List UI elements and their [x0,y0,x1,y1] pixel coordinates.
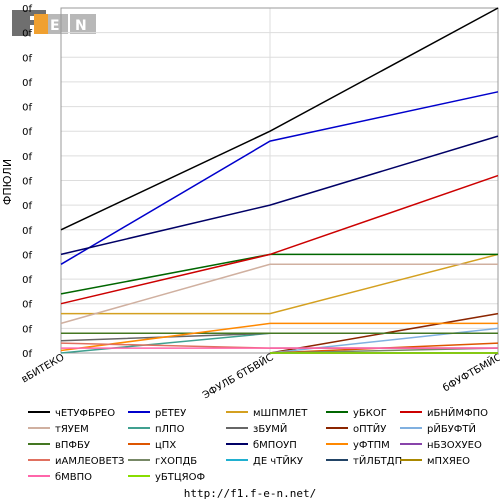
series-line [269,327,499,354]
y-tick-label: 0f [22,300,32,311]
footer-url: http://f1.f-e-n.net/ [184,487,316,500]
legend-label: иАМЛЕОВЕТЗ [55,456,124,467]
series-line [60,322,498,352]
series-line [61,253,499,315]
legend-label: тЙЛБТДП [353,454,402,467]
legend-label: иБНЙМФПО [427,406,488,419]
legend-label: мПХЯЕО [427,456,470,467]
legend-label: рЙБУФТЙ [427,422,476,435]
legend-label: бМПОУП [253,440,297,451]
y-axis-ticks: 0f 0f 0f 0f 0f 0f 0f 0f 0f 0f 0f 0f 0f 0f 0f [22,4,32,360]
series-line [60,174,499,305]
f1en-logo: E N [4,6,96,38]
y-tick-label: 0f [22,226,32,237]
legend-label: нБЗОХУЕО [427,440,482,451]
y-axis-title: ФПЮЛИ [1,159,14,205]
legend-label: уБТЦЯОФ [155,472,205,483]
y-tick-label: 0f [22,78,32,89]
series-line [60,263,498,325]
y-tick-label: 0f [22,4,32,15]
legend-label: мШПМЛЕТ [253,408,308,419]
y-tick-label: 0f [22,152,32,163]
legend-label: уФТПМ [353,440,390,451]
y-tick-label: 0f [22,127,32,138]
series-line [60,135,499,256]
series-line [269,347,499,354]
legend-label: оПТЙУ [353,422,386,435]
series-line [60,7,499,231]
series-layer [60,7,499,354]
svg-text:N: N [75,18,87,34]
legend-label: тЯУЕМ [55,424,89,435]
series-line [60,91,499,265]
y-tick-label: 0f [22,275,32,286]
legend-label: цПХ [155,440,176,451]
grid [60,7,499,354]
series-line [60,332,498,342]
legend-label: уБКОГ [353,408,387,419]
y-tick-label: 0f [22,349,32,360]
y-tick-label: 0f [22,324,32,335]
y-tick-label: 0f [22,29,32,40]
x-axis-ticks: вБИТЕКО ЭФУЛБ бТБВЙС бФУФТБМЙС [20,350,500,401]
legend-label: чЕТУФБРЕО [55,408,115,419]
x-tick-label: ЭФУЛБ бТБВЙС [200,350,276,401]
legend-label: пЛПО [155,424,185,435]
legend-label: бМВПО [55,472,92,483]
y-tick-label: 0f [22,103,32,114]
y-tick-label: 0f [22,250,32,261]
legend-label: рЕТЕУ [155,408,186,419]
y-tick-label: 0f [22,177,32,188]
y-tick-label: 0f [22,53,32,64]
legend-label: вПФБУ [55,440,90,451]
legend-label: зБУМЙ [253,422,287,435]
svg-text:E: E [50,18,60,34]
x-tick-label: бФУФТБМЙС [440,350,500,394]
legend-label: гХОПДБ [155,456,197,467]
y-tick-label: 0f [22,201,32,212]
legend: чЕТУФБРЕО рЕТЕУ мШПМЛЕТ уБКОГ иБНЙМФПО тЯУЕМ п… [28,406,488,483]
legend-label: ДЕ чТЙКУ [253,454,303,467]
